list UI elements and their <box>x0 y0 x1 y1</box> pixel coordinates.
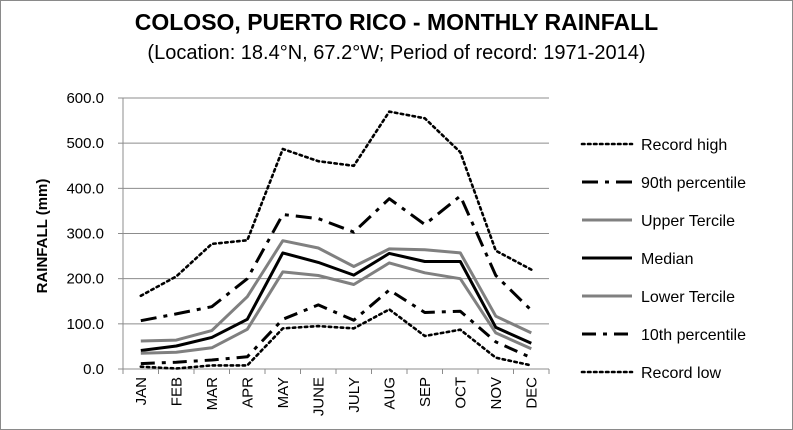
legend-label: Lower Tercile <box>641 289 735 306</box>
series-line-10th-percentile <box>140 288 532 366</box>
y-tick-label: 0.0 <box>83 361 104 378</box>
series-lines <box>139 110 533 370</box>
x-tick-label: JUNE <box>310 377 327 416</box>
series-line-upper-tercile <box>140 239 532 343</box>
x-tick-label: DEC <box>523 377 540 409</box>
gridlines <box>123 97 549 325</box>
legend-label: 90th percentile <box>641 175 746 192</box>
series-line-record-high <box>139 110 533 298</box>
y-tick-labels: 0.0 100.0 200.0 300.0 400.0 500.0 600.0 <box>66 90 104 378</box>
series-line-record-low <box>139 308 533 370</box>
y-tick-label: 300.0 <box>66 226 104 243</box>
x-tick-label: FEB <box>168 377 185 406</box>
legend-label: Record high <box>641 137 727 154</box>
axes <box>118 97 550 374</box>
y-axis-label: RAINFALL (mm) <box>34 179 51 294</box>
legend-label: Median <box>641 251 693 268</box>
legend-label: 10th percentile <box>641 327 746 344</box>
chart-subtitle: (Location: 18.4°N, 67.2°W; Period of rec… <box>147 42 646 64</box>
x-tick-label: MAR <box>204 377 221 411</box>
y-tick-label: 200.0 <box>66 271 104 288</box>
chart-title: COLOSO, PUERTO RICO - MONTHLY RAINFALL <box>134 9 659 35</box>
x-tick-label: SEP <box>417 377 434 407</box>
series-line-median <box>140 251 532 352</box>
x-tick-label: AUG <box>381 377 398 410</box>
y-tick-label: 100.0 <box>66 316 104 333</box>
legend: Record high 90th percentile Upper Tercile M… <box>580 137 746 382</box>
series-line-90th-percentile <box>140 194 533 323</box>
legend-label: Upper Tercile <box>641 213 735 230</box>
x-tick-labels: JAN FEB MAR APR MAY JUNE JULY AUG SEP OCT NOV DEC <box>133 377 541 416</box>
legend-label: Record low <box>641 365 721 382</box>
y-tick-label: 600.0 <box>66 90 104 107</box>
x-tick-label: NOV <box>488 377 505 410</box>
x-tick-label: JAN <box>133 377 150 405</box>
y-tick-label: 400.0 <box>66 180 104 197</box>
y-tick-label: 500.0 <box>66 135 104 152</box>
x-tick-label: APR <box>239 377 256 408</box>
x-tick-label: JULY <box>346 377 363 413</box>
x-tick-label: OCT <box>452 377 469 409</box>
x-tick-label: MAY <box>275 377 292 408</box>
series-line-lower-tercile <box>140 261 532 355</box>
